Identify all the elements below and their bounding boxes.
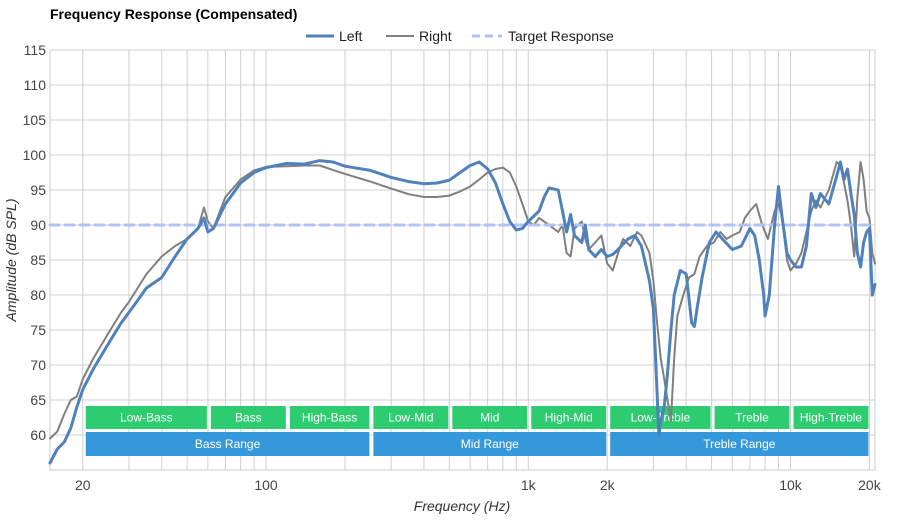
band-mid: Mid [452,406,528,429]
band-mid-range: Mid Range [373,432,607,456]
y-tick-label-80: 80 [30,287,46,303]
y-tick-label-75: 75 [30,322,46,338]
y-tick-label-65: 65 [30,392,46,408]
x-tick-label-100: 100 [254,477,278,493]
band-label-high-treble: High-Treble [800,411,863,425]
band-label-bass: Bass [235,411,262,425]
legend-label-right: Right [419,28,452,44]
band-rect-high-treble [793,406,869,429]
band-label-treble-range: Treble Range [703,437,776,451]
y-axis-title: Amplitude (dB SPL) [3,199,19,323]
series-line-left [48,159,877,465]
band-rect-high-bass [289,406,370,429]
band-rect-mid-range [373,432,607,456]
y-tick-label-95: 95 [30,182,46,198]
band-rect-treble-range [610,432,869,456]
grid [49,49,876,471]
band-rect-low-mid [373,406,449,429]
x-tick-label-20k: 20k [858,477,882,493]
band-rect-bass [210,406,286,429]
y-tick-label-60: 60 [30,427,46,443]
y-tick-label-105: 105 [23,112,47,128]
legend-label-left: Left [339,28,362,44]
chart-title: Frequency Response (Compensated) [50,6,297,22]
legend-item-right[interactable]: Right [386,28,452,44]
band-rect-treble [714,406,790,429]
legend-item-target-response[interactable]: Target Response [472,28,614,44]
y-tick-label-85: 85 [30,252,46,268]
band-label-mid: Mid [480,411,499,425]
x-tick-label-20: 20 [75,477,91,493]
band-label-mid-range: Mid Range [461,437,519,451]
x-tick-label-10k: 10k [779,477,803,493]
band-rect-bass-range [85,432,370,456]
band-label-low-bass: Low-Bass [120,411,173,425]
band-label-high-mid: High-Mid [545,411,593,425]
y-tick-label-110: 110 [24,77,47,93]
band-label-bass-range: Bass Range [195,437,261,451]
band-treble: Treble [714,406,790,429]
y-tick-label-100: 100 [23,147,47,163]
y-tick-label-115: 115 [24,42,47,58]
band-high-mid: High-Mid [531,406,607,429]
series-line-right [49,161,876,440]
series-lines [48,159,877,465]
legend-label-target-response: Target Response [508,28,614,44]
band-label-treble: Treble [735,411,769,425]
band-high-treble: High-Treble [793,406,869,429]
band-treble-range: Treble Range [610,432,869,456]
x-axis-title: Frequency (Hz) [414,498,510,514]
y-tick-label-70: 70 [30,357,46,373]
band-bass: Bass [210,406,286,429]
y-tick-labels: 60 65 70 75 80 85 90 95 100 105 110 115 [23,42,47,443]
band-rect-low-bass [85,406,207,429]
x-tick-label-2k: 2k [600,477,616,493]
legend-item-left[interactable]: Left [306,28,362,44]
band-rect-mid [452,406,528,429]
x-tick-labels: 20 100 1k 2k 10k 20k [75,477,882,493]
band-label-low-mid: Low-Mid [388,411,433,425]
legend: Left Right Target Response [306,28,614,44]
band-rect-high-mid [531,406,607,429]
x-tick-label-1k: 1k [521,477,537,493]
band-high-bass: High-Bass [289,406,370,429]
band-low-bass: Low-Bass [85,406,207,429]
band-label-high-bass: High-Bass [302,411,357,425]
band-low-mid: Low-Mid [373,406,449,429]
y-tick-label-90: 90 [30,217,46,233]
frequency-bands: Low-Bass Bass High-Bass Low-Mid Mid High-Mid L… [85,406,869,456]
band-bass-range: Bass Range [85,432,370,456]
